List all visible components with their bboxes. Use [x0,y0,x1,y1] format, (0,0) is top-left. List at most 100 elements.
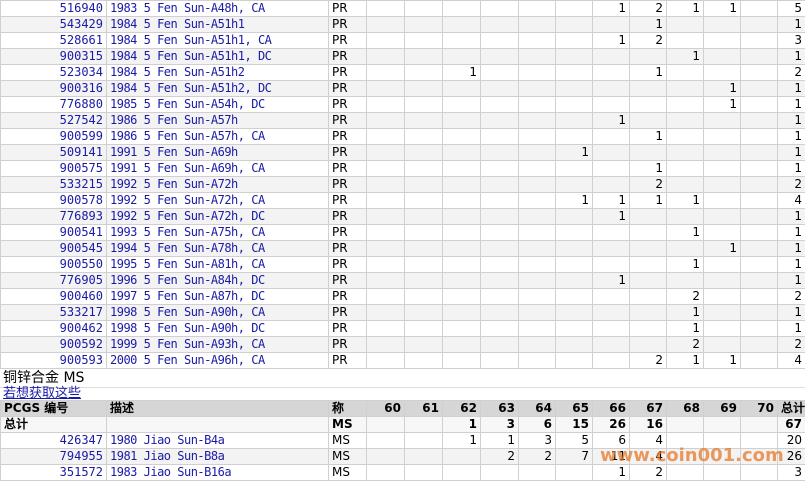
grade-count [740,208,778,225]
pr-row: 776905 1996 5 Fen Sun-A84h, DC PR 1 1 [0,272,805,289]
pr-row: 527542 1986 5 Fen Sun-A57h PR 1 1 [0,112,805,129]
description[interactable]: 1986 5 Fen Sun-A57h [106,112,329,129]
description[interactable]: 1992 5 Fen Sun-A72h, CA [106,192,329,209]
description[interactable]: 1981 Jiao Sun-B8a [106,448,329,465]
pr-row: 776880 1985 5 Fen Sun-A54h, DC PR 1 1 [0,96,805,113]
grade-count: 3 [518,432,556,449]
description[interactable]: 1985 5 Fen Sun-A54h, DC [106,96,329,113]
grade-count [404,96,443,113]
grade-count: 1 [666,48,704,65]
pcgs-number[interactable]: 523034 [0,64,107,81]
grade-type: PR [328,272,367,289]
total-count: 1 [777,80,805,97]
pcgs-number[interactable]: 426347 [0,432,107,449]
grade-count [629,48,667,65]
description[interactable]: 1998 5 Fen Sun-A90h, CA [106,304,329,321]
pcgs-number[interactable]: 900541 [0,224,107,241]
grade-count [442,176,481,193]
description[interactable]: 1995 5 Fen Sun-A81h, CA [106,256,329,273]
description[interactable]: 1993 5 Fen Sun-A75h, CA [106,224,329,241]
grade-type: MS [328,416,367,433]
pcgs-number[interactable]: 900575 [0,160,107,177]
grade-type: PR [328,48,367,65]
pcgs-number[interactable]: 533217 [0,304,107,321]
description[interactable]: 1997 5 Fen Sun-A87h, DC [106,288,329,305]
pcgs-number[interactable]: 351572 [0,464,107,481]
grade-count [442,320,481,337]
description[interactable]: 1983 5 Fen Sun-A48h, CA [106,0,329,17]
description[interactable]: 2000 5 Fen Sun-A96h, CA [106,352,329,369]
pcgs-number[interactable]: 900315 [0,48,107,65]
pcgs-number[interactable]: 900545 [0,240,107,257]
description[interactable]: 1980 Jiao Sun-B4a [106,432,329,449]
description[interactable]: 1992 5 Fen Sun-A72h [106,176,329,193]
pcgs-number[interactable]: 543429 [0,16,107,33]
grade-count [518,240,556,257]
header-cell: PCGS 编号 [0,400,107,417]
grade-count [366,160,405,177]
description[interactable]: 1983 Jiao Sun-B16a [106,464,329,481]
pr-row: 533217 1998 5 Fen Sun-A90h, CA PR 1 1 [0,304,805,321]
grade-count [442,336,481,353]
grade-count [518,272,556,289]
description[interactable]: 1991 5 Fen Sun-A69h [106,144,329,161]
grade-count [740,192,778,209]
description[interactable]: 1991 5 Fen Sun-A69h, CA [106,160,329,177]
grade-count [404,320,443,337]
pcgs-number[interactable]: 776905 [0,272,107,289]
pr-row: 900460 1997 5 Fen Sun-A87h, DC PR 2 2 [0,288,805,305]
pcgs-number[interactable]: 900593 [0,352,107,369]
grade-count [629,80,667,97]
pcgs-number[interactable]: 528661 [0,32,107,49]
pcgs-number[interactable]: 900550 [0,256,107,273]
total-count: 1 [777,48,805,65]
grade-count [740,32,778,49]
get-link[interactable]: 若想获取这些 [3,386,82,401]
grade-count [404,336,443,353]
description[interactable]: 1992 5 Fen Sun-A72h, DC [106,208,329,225]
description[interactable]: 1999 5 Fen Sun-A93h, CA [106,336,329,353]
pcgs-number[interactable]: 527542 [0,112,107,129]
description[interactable]: 1984 5 Fen Sun-A51h2, DC [106,80,329,97]
description[interactable]: 1984 5 Fen Sun-A51h2 [106,64,329,81]
pr-row: 900316 1984 5 Fen Sun-A51h2, DC PR 1 1 [0,80,805,97]
pcgs-number[interactable]: 794955 [0,448,107,465]
description[interactable]: 1984 5 Fen Sun-A51h1, DC [106,48,329,65]
grade-count [703,192,741,209]
pcgs-number[interactable]: 509141 [0,144,107,161]
description[interactable]: 1994 5 Fen Sun-A78h, CA [106,240,329,257]
description[interactable]: 1984 5 Fen Sun-A51h1 [106,16,329,33]
grade-count [366,304,405,321]
pcgs-number[interactable]: 900460 [0,288,107,305]
pcgs-number[interactable]: 900316 [0,80,107,97]
pcgs-number[interactable]: 900462 [0,320,107,337]
grade-type: PR [328,304,367,321]
header-cell: 70 [740,400,778,417]
description[interactable]: 1998 5 Fen Sun-A90h, DC [106,320,329,337]
pcgs-number[interactable]: 516940 [0,0,107,17]
grade-count [740,320,778,337]
grade-count [592,240,630,257]
pcgs-number[interactable]: 776880 [0,96,107,113]
pcgs-number[interactable]: 900599 [0,128,107,145]
description[interactable]: 1986 5 Fen Sun-A57h, CA [106,128,329,145]
grade-count [629,320,667,337]
pcgs-number[interactable]: 900578 [0,192,107,209]
description[interactable]: 1984 5 Fen Sun-A51h1, CA [106,32,329,49]
grade-count [555,208,593,225]
grade-count [404,448,443,465]
grade-count [366,16,405,33]
grade-count [555,288,593,305]
description[interactable]: 1996 5 Fen Sun-A84h, DC [106,272,329,289]
pcgs-number[interactable]: 900592 [0,336,107,353]
grade-count [703,464,741,481]
pcgs-number[interactable]: 776893 [0,208,107,225]
grade-count [740,448,778,465]
pcgs-number[interactable]: 533215 [0,176,107,193]
grade-count [555,224,593,241]
pr-row: 776893 1992 5 Fen Sun-A72h, DC PR 1 1 [0,208,805,225]
grade-type: PR [328,176,367,193]
section-title: 铜锌合金 MS [0,369,805,388]
grade-count [703,208,741,225]
blank-cell [106,416,329,433]
